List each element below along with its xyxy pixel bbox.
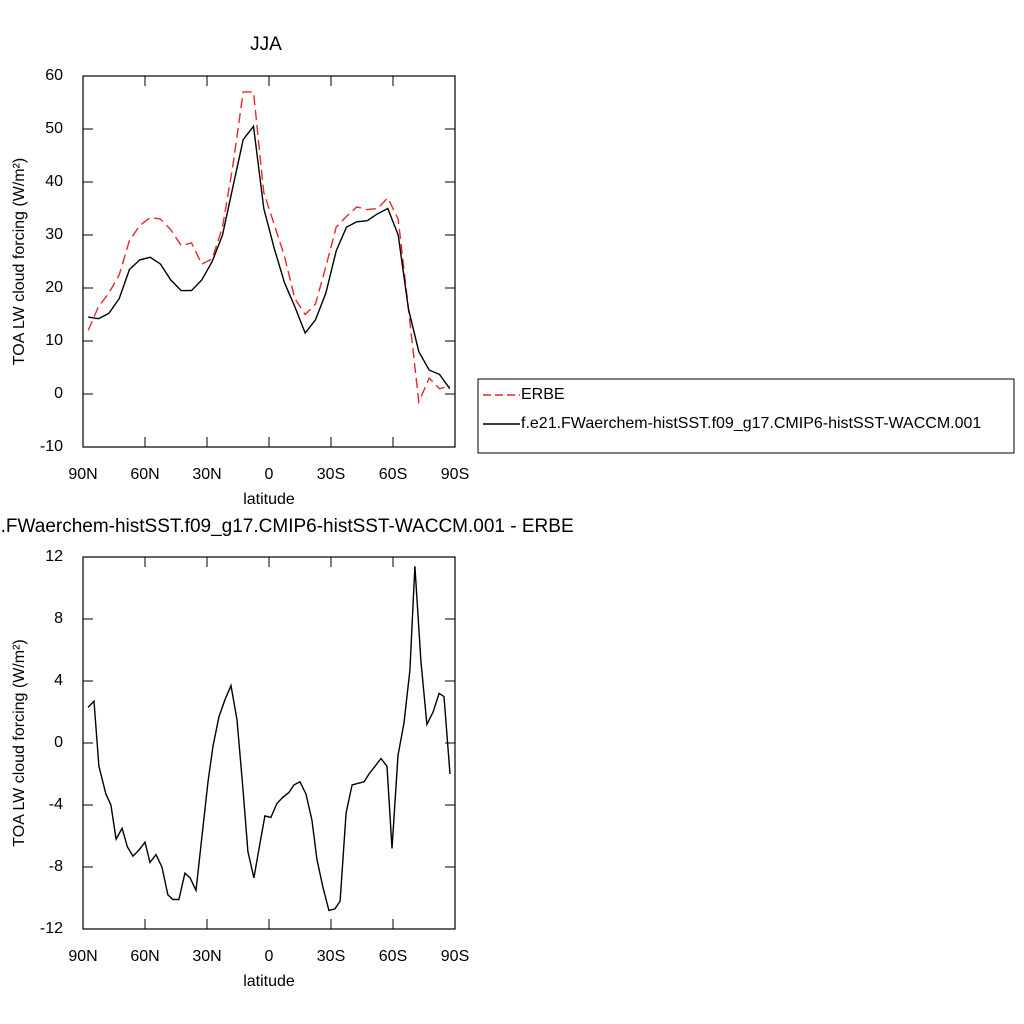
x-tick-label: 90S bbox=[441, 948, 469, 965]
y-tick-label: 40 bbox=[45, 173, 63, 190]
x-axis-label: latitude bbox=[243, 973, 295, 990]
y-tick-label: 8 bbox=[54, 610, 63, 627]
data-line bbox=[88, 124, 451, 390]
y-tick-label: 10 bbox=[45, 332, 63, 349]
plot-frame bbox=[82, 75, 456, 448]
y-tick-label: 20 bbox=[45, 279, 63, 296]
x-tick-label: 90S bbox=[441, 466, 469, 483]
x-tick-label: 0 bbox=[265, 466, 274, 483]
y-tick-label: 4 bbox=[54, 672, 63, 689]
chart-title: JJA bbox=[250, 34, 282, 55]
x-tick-label: 30S bbox=[317, 948, 345, 965]
legend-label: ERBE bbox=[521, 386, 565, 403]
x-tick-label: 60S bbox=[379, 466, 407, 483]
y-axis-label: TOA LW cloud forcing (W/m²) bbox=[11, 158, 28, 365]
x-tick-label: 30N bbox=[192, 466, 221, 483]
x-tick-label: 60S bbox=[379, 948, 407, 965]
x-tick-label: 90N bbox=[68, 466, 97, 483]
x-tick-label: 0 bbox=[265, 948, 274, 965]
y-tick-label: -8 bbox=[49, 858, 63, 875]
data-line bbox=[87, 566, 451, 912]
x-tick-label: 90N bbox=[68, 948, 97, 965]
y-tick-label: 0 bbox=[54, 385, 63, 402]
y-tick-label: 60 bbox=[45, 67, 63, 84]
y-tick-label: -12 bbox=[40, 920, 63, 937]
plot-frame bbox=[82, 556, 456, 930]
y-tick-label: 0 bbox=[54, 734, 63, 751]
data-line bbox=[87, 91, 450, 405]
x-axis-label: latitude bbox=[243, 491, 295, 508]
y-tick-label: 12 bbox=[45, 548, 63, 565]
legend-box bbox=[477, 378, 1015, 454]
x-tick-label: 30S bbox=[317, 466, 345, 483]
y-tick-label: -4 bbox=[49, 796, 63, 813]
x-tick-label: 60N bbox=[130, 948, 159, 965]
x-tick-label: 60N bbox=[130, 466, 159, 483]
y-tick-label: 50 bbox=[45, 120, 63, 137]
y-tick-label: 30 bbox=[45, 226, 63, 243]
chart-title: f.e21.FWaerchem-histSST.f09_g17.CMIP6-hi… bbox=[0, 516, 574, 537]
y-tick-label: -10 bbox=[40, 438, 63, 455]
y-axis-label: TOA LW cloud forcing (W/m²) bbox=[11, 639, 28, 846]
x-tick-label: 30N bbox=[192, 948, 221, 965]
legend-label: f.e21.FWaerchem-histSST.f09_g17.CMIP6-hi… bbox=[521, 415, 981, 432]
